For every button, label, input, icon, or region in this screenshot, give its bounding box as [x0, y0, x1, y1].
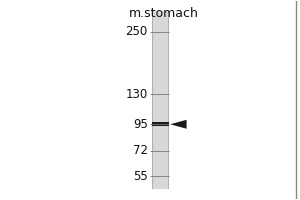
Polygon shape — [170, 120, 187, 129]
Text: 250: 250 — [125, 25, 148, 38]
Text: m.stomach: m.stomach — [128, 7, 198, 20]
Bar — [168, 11, 169, 189]
Text: 130: 130 — [125, 88, 148, 101]
Bar — [152, 11, 169, 189]
Text: 55: 55 — [133, 170, 148, 183]
Bar — [152, 122, 169, 126]
Text: 72: 72 — [133, 144, 148, 157]
Text: 95: 95 — [133, 118, 148, 131]
Bar — [152, 11, 153, 189]
